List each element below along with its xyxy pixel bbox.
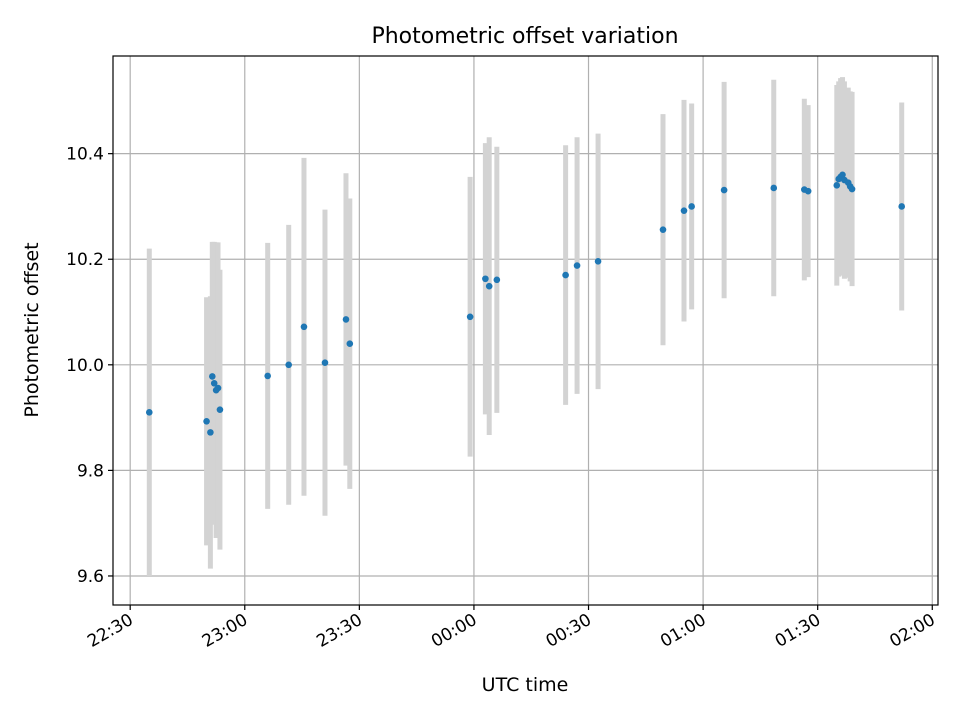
- y-tick-label: 10.2: [66, 250, 104, 270]
- data-point: [833, 182, 841, 189]
- data-point: [209, 373, 216, 380]
- data-point: [848, 185, 856, 193]
- data-point: [342, 316, 350, 323]
- grid-layer: [113, 56, 938, 605]
- data-point: [839, 171, 846, 179]
- data-point: [898, 203, 906, 210]
- data-point: [770, 184, 778, 192]
- data-point: [720, 186, 728, 194]
- data-point: [145, 409, 153, 416]
- data-point: [493, 276, 501, 284]
- data-point: [680, 207, 688, 214]
- data-point: [285, 361, 292, 369]
- plot-frame: [112, 55, 939, 606]
- data-point: [346, 340, 354, 347]
- data-point: [216, 406, 224, 413]
- data-point: [264, 372, 271, 380]
- y-tick-label: 10.0: [66, 356, 104, 376]
- data-point: [659, 226, 667, 233]
- data-point: [594, 258, 602, 265]
- point-layer: [145, 171, 906, 436]
- y-tick-label: 10.4: [66, 145, 104, 165]
- data-point: [804, 187, 812, 195]
- data-point: [207, 429, 214, 436]
- y-axis-label: Photometric offset: [21, 242, 43, 417]
- data-point: [562, 271, 569, 279]
- data-point: [466, 313, 474, 321]
- data-point: [300, 323, 308, 331]
- data-point: [321, 359, 329, 367]
- data-point: [482, 275, 489, 283]
- data-point: [485, 282, 493, 290]
- y-tick-label: 9.8: [77, 461, 104, 481]
- data-point: [688, 203, 695, 210]
- data-point: [203, 417, 210, 425]
- data-point: [573, 262, 581, 269]
- data-point: [210, 379, 218, 387]
- y-tick-label: 9.6: [77, 567, 104, 587]
- chart-title: Photometric offset variation: [371, 24, 678, 49]
- data-point: [214, 384, 222, 392]
- x-axis-label: UTC time: [482, 674, 569, 696]
